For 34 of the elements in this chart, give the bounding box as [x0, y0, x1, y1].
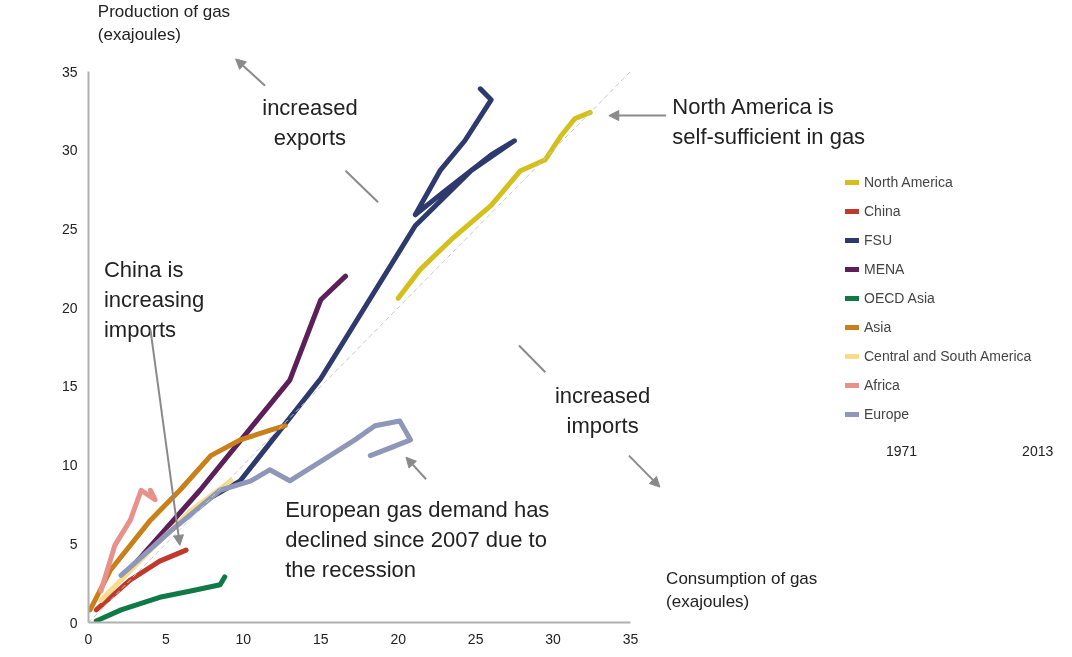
x-tick-label: 0 [84, 630, 93, 647]
y-tick-label: 25 [61, 220, 78, 237]
x-tick-label: 30 [545, 630, 562, 647]
y-tick-label: 10 [61, 457, 78, 474]
legend-label: OECD Asia [864, 290, 935, 306]
x-axis-title: Consumption of gas (exajoules) [666, 568, 818, 611]
y-tick-label: 35 [61, 63, 78, 80]
y-tick-label: 30 [61, 142, 78, 159]
x-tick-label: 35 [622, 630, 639, 647]
text: 2013 [1022, 443, 1054, 460]
x-tick-label: 5 [162, 630, 171, 647]
annotation: European gas demand has declined since 2007 due to the recession [285, 496, 550, 582]
x-tick-label: 25 [467, 630, 484, 647]
legend-label: North America [864, 174, 953, 190]
annotation: increased imports [554, 383, 651, 439]
x-tick-label: 20 [390, 630, 407, 647]
legend-label: FSU [864, 232, 892, 248]
text: North America is self-sufficient in gas [672, 93, 866, 149]
x-tick-label: 10 [235, 630, 252, 647]
legend-label: Central and South America [864, 348, 1032, 364]
y-tick-label: 5 [69, 535, 78, 552]
y-axis-title: Production of gas (exajoules) [97, 2, 231, 45]
legend-label: China [864, 203, 901, 219]
annotation: China is increasing imports [103, 257, 205, 343]
legend-label: Asia [864, 319, 892, 335]
y-tick-label: 20 [61, 299, 78, 316]
legend-label: MENA [864, 261, 905, 277]
x-tick-label: 15 [313, 630, 329, 647]
annotation: increased exports [262, 95, 358, 151]
legend-label: Europe [864, 406, 910, 422]
legend-label: Africa [864, 377, 900, 393]
y-tick-label: 0 [69, 614, 78, 631]
y-tick-label: 15 [61, 378, 78, 395]
text: 1971 [886, 443, 918, 460]
